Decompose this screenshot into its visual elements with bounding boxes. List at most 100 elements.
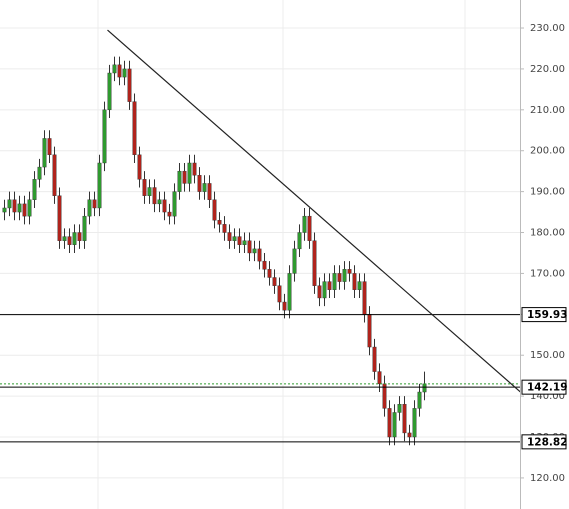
candle-body: [347, 269, 352, 274]
y-tick-label: 140.00: [530, 391, 565, 402]
candle-body: [82, 215, 87, 241]
candle-body: [387, 408, 392, 438]
candle-body: [7, 199, 12, 209]
candle-body: [327, 281, 332, 290]
candle-body: [152, 187, 157, 205]
candle-body: [22, 203, 27, 217]
candle-body: [232, 236, 237, 241]
candle-body: [32, 179, 37, 200]
candle-body: [132, 101, 137, 156]
candle-body: [12, 199, 17, 213]
candle-body: [87, 199, 92, 217]
candle-body: [77, 232, 82, 241]
candle-body: [337, 273, 342, 282]
candle-body: [202, 183, 207, 192]
candle-body: [302, 215, 307, 233]
candle-body: [137, 154, 142, 180]
candle-body: [322, 281, 327, 299]
y-tick-label: 220.00: [530, 64, 565, 75]
candle-body: [197, 175, 202, 192]
candle-body: [367, 314, 372, 348]
candle-body: [227, 232, 232, 241]
candle-body: [377, 371, 382, 385]
y-tick-label: 230.00: [530, 23, 565, 34]
candle-body: [187, 162, 192, 184]
candle-body: [297, 232, 302, 250]
candle-body: [157, 199, 162, 205]
candle-body: [177, 170, 182, 192]
candle-body: [67, 236, 72, 245]
candle-body: [407, 432, 412, 438]
candle-body: [97, 162, 102, 209]
candle-body: [212, 199, 217, 221]
candle-body: [147, 187, 152, 196]
candle-body: [272, 277, 277, 286]
candle-body: [117, 64, 122, 78]
candle-body: [192, 162, 197, 176]
candle-body: [412, 408, 417, 438]
level-label-box: [521, 434, 567, 450]
plot: [0, 29, 521, 446]
candle-body: [217, 220, 222, 225]
level-label: 128.82: [527, 436, 568, 448]
candle-body: [252, 248, 257, 254]
trendline: [107, 29, 521, 393]
candle-body: [287, 273, 292, 311]
candle-body: [112, 64, 117, 74]
candle-body: [307, 215, 312, 241]
candle-body: [27, 199, 32, 217]
candle-body: [37, 166, 42, 180]
y-tick-label: 180.00: [530, 228, 565, 239]
candle-body: [172, 191, 177, 217]
candle-body: [142, 179, 147, 196]
candle-body: [422, 383, 427, 393]
candle-body: [312, 240, 317, 286]
candle-body: [352, 273, 357, 290]
y-tick-label: 210.00: [530, 105, 565, 116]
candle-body: [317, 285, 322, 299]
y-tick-label: 190.00: [530, 187, 565, 198]
level-label-box: [521, 379, 567, 395]
candle-body: [332, 273, 337, 290]
y-tick-label: 170.00: [530, 268, 565, 279]
candle-body: [52, 154, 57, 196]
candle-body: [257, 248, 262, 262]
level-label: 159.93: [527, 309, 568, 321]
candle-body: [277, 285, 282, 303]
candle-body: [357, 281, 362, 290]
candle-body: [2, 207, 7, 213]
candle-body: [182, 170, 187, 184]
y-tick-label: 150.00: [530, 350, 565, 361]
candle-body: [162, 199, 167, 213]
candle-body: [247, 240, 252, 254]
level-label-box: [521, 307, 567, 323]
candle-body: [242, 240, 247, 245]
y-axis-labels: 120.00130.00140.00150.00160.00170.00180.…: [520, 23, 568, 484]
candle-body: [92, 199, 97, 209]
candle-body: [127, 68, 132, 102]
candle-body: [362, 281, 367, 315]
candle-body: [47, 138, 52, 156]
candle-body: [62, 236, 67, 241]
candle-body: [267, 269, 272, 278]
grid: [0, 27, 520, 479]
candle-body: [237, 236, 242, 245]
candle-body: [222, 224, 227, 233]
candle-body: [397, 404, 402, 413]
candle-body: [392, 412, 397, 438]
candle-body: [372, 346, 377, 372]
candle-body: [102, 109, 107, 164]
level-label: 142.19: [527, 382, 568, 394]
y-tick-label: 200.00: [530, 146, 565, 157]
candle-body: [42, 138, 47, 168]
candle-body: [207, 183, 212, 200]
candle-body: [342, 269, 347, 282]
candle-body: [282, 301, 287, 311]
candle-body: [262, 260, 267, 270]
candle-body: [57, 195, 62, 241]
candle-body: [17, 203, 22, 213]
candle-body: [402, 404, 407, 434]
candle-body: [122, 68, 127, 78]
